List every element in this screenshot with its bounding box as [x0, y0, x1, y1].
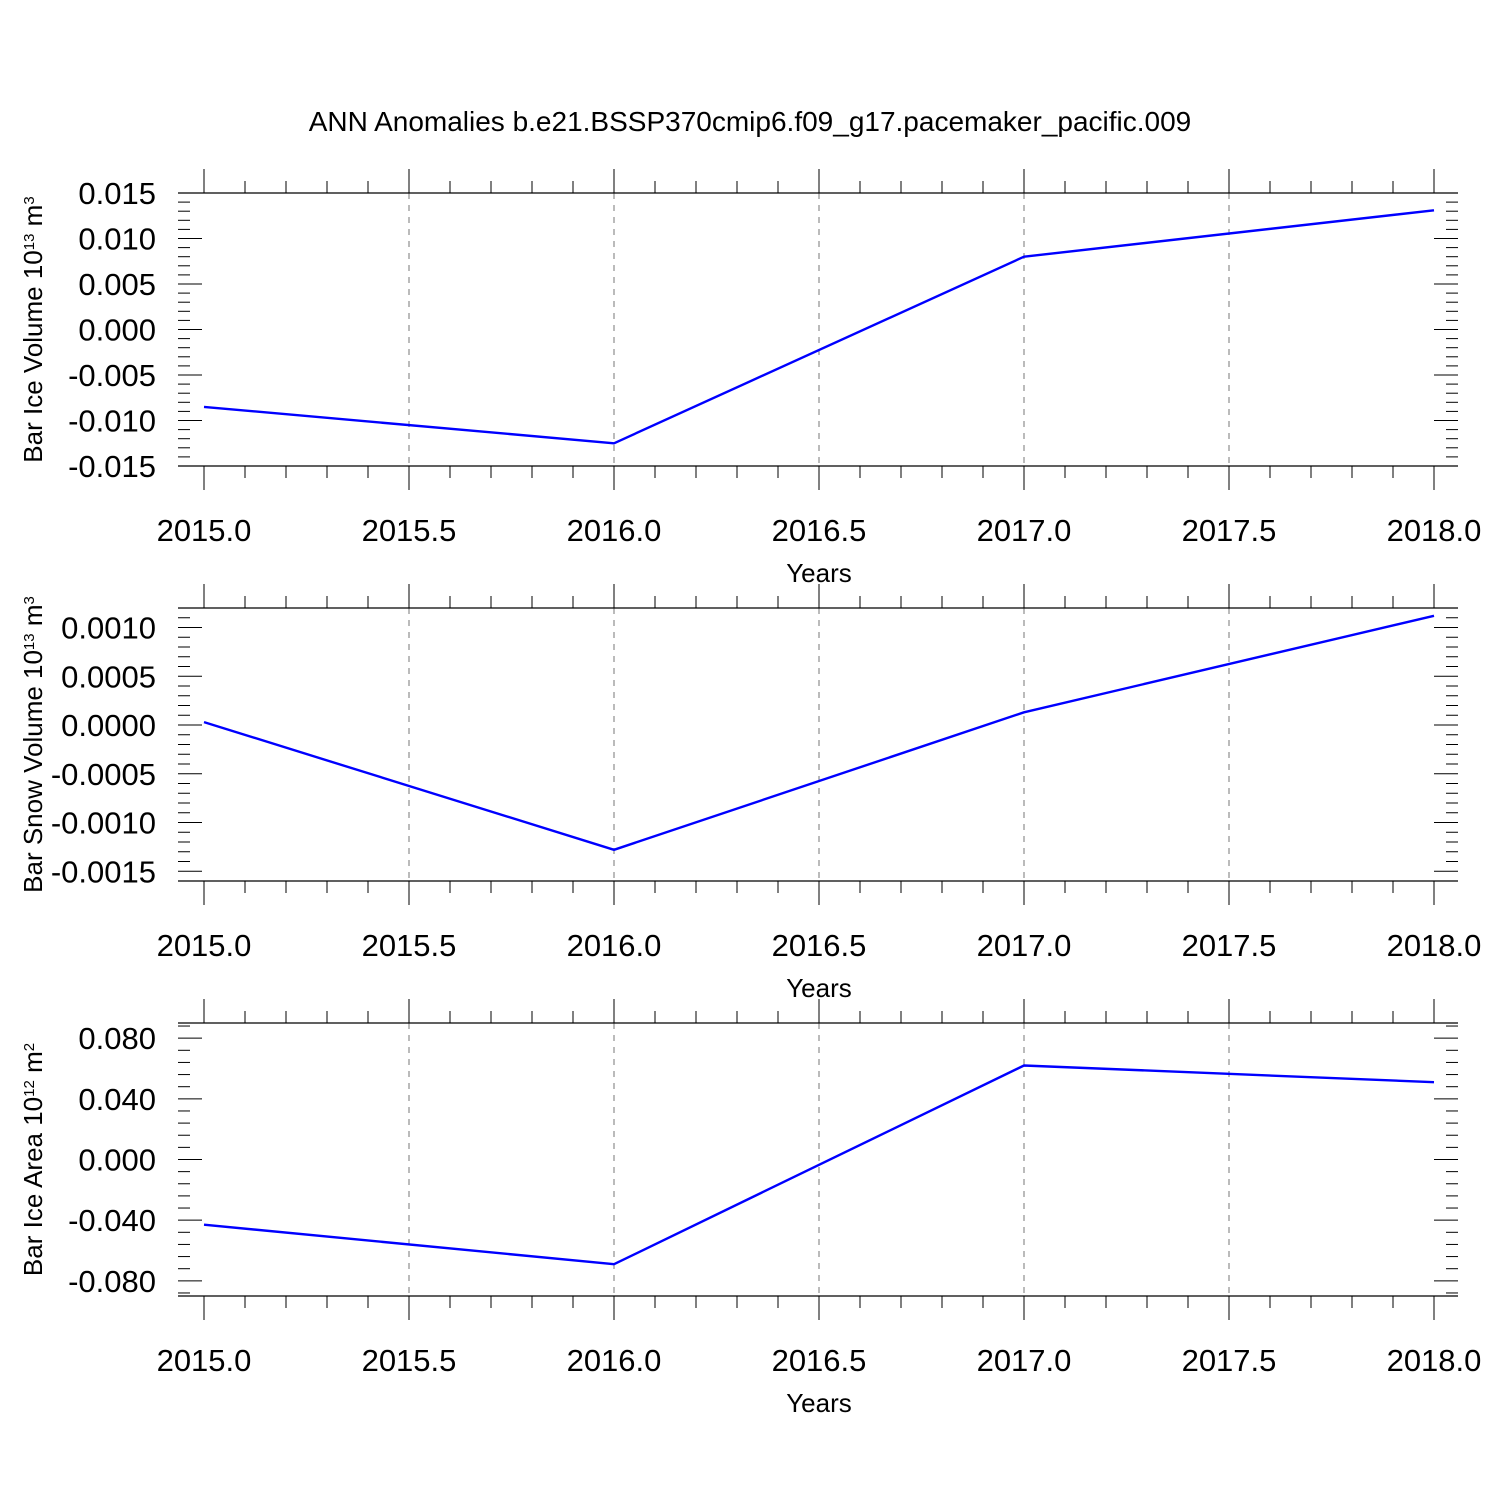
y-tick-label: -0.080 [68, 1264, 156, 1299]
x-axis-label: Years [786, 558, 852, 588]
y-tick-label: 0.015 [78, 176, 156, 211]
chart-panel-2: 2015.0 2015.5 2016.0 2016.5 2017.0 2017.5 2018… [18, 584, 1481, 1003]
y-tick-label: 0.0010 [61, 611, 156, 646]
y-tick-label: -0.005 [68, 358, 156, 393]
x-tick-label: 2016.5 [772, 928, 867, 963]
y-tick-label: 0.080 [78, 1021, 156, 1056]
figure-title: ANN Anomalies b.e21.BSSP370cmip6.f09_g17… [309, 106, 1192, 137]
series-line [203, 209, 1435, 445]
x-tick-label: 2017.5 [1182, 513, 1277, 548]
x-tick-label: 2017.5 [1182, 928, 1277, 963]
y-tick-label: 0.0000 [61, 708, 156, 743]
x-tick-label: 2016.5 [772, 513, 867, 548]
series-line [203, 1064, 1435, 1266]
y-axis-label-unit-exp: 2 [21, 1043, 38, 1051]
x-tick-label: 2015.5 [362, 928, 457, 963]
x-tick-label: 2018.0 [1387, 513, 1482, 548]
y-axis-label: Bar Ice Area 1012 m2 [18, 1043, 48, 1276]
y-axis-label-text: Bar Snow Volume 10 [18, 650, 48, 893]
y-tick-label: 0.040 [78, 1082, 156, 1117]
x-tick-label: 2015.0 [157, 1343, 252, 1378]
y-axis-label-unit: m [18, 205, 48, 234]
y-tick-label: 0.000 [78, 1143, 156, 1178]
chart-panel-1: 2015.0 2015.5 2016.0 2016.5 2017.0 2017.5 2018… [18, 169, 1481, 588]
y-axis-label-exp: 13 [21, 633, 38, 650]
x-axis-label: Years [786, 1388, 852, 1418]
y-tick-label: -0.040 [68, 1203, 156, 1238]
x-tick-label: 2017.0 [977, 1343, 1072, 1378]
x-tick-label: 2017.0 [977, 513, 1072, 548]
y-tick-label: -0.0005 [51, 757, 156, 792]
x-tick-label: 2018.0 [1387, 928, 1482, 963]
y-tick-label: -0.015 [68, 449, 156, 484]
x-tick-label: 2018.0 [1387, 1343, 1482, 1378]
y-axis-label: Bar Ice Volume 1013 m3 [18, 196, 48, 462]
y-tick-label: 0.010 [78, 222, 156, 257]
y-axis-label-unit: m [18, 1051, 48, 1080]
x-tick-label: 2015.5 [362, 513, 457, 548]
y-axis-label-text: Bar Ice Volume 10 [18, 250, 48, 462]
y-axis-label-exp: 13 [21, 234, 38, 251]
y-tick-label: 0.0005 [61, 659, 156, 694]
chart-panel-3: 2015.0 2015.5 2016.0 2016.5 2017.0 2017.5 2018… [18, 999, 1481, 1418]
x-axis-label: Years [786, 973, 852, 1003]
y-tick-label: -0.0015 [51, 854, 156, 889]
y-axis-label-unit: m [18, 604, 48, 633]
y-axis-label-exp: 12 [21, 1080, 38, 1097]
x-tick-label: 2016.0 [567, 1343, 662, 1378]
x-tick-label: 2017.5 [1182, 1343, 1277, 1378]
y-tick-label: -0.0010 [51, 806, 156, 841]
x-tick-label: 2017.0 [977, 928, 1072, 963]
y-tick-label: -0.010 [68, 404, 156, 439]
series-line [203, 614, 1435, 851]
x-tick-label: 2016.0 [567, 513, 662, 548]
y-axis-label-text: Bar Ice Area 10 [18, 1097, 48, 1276]
y-tick-label: 0.005 [78, 267, 156, 302]
y-axis-label-unit-exp: 3 [21, 196, 38, 204]
y-axis-label-unit-exp: 3 [21, 596, 38, 604]
x-tick-label: 2016.5 [772, 1343, 867, 1378]
y-tick-label: 0.000 [78, 313, 156, 348]
y-axis-label: Bar Snow Volume 1013 m3 [18, 596, 48, 893]
x-tick-label: 2015.5 [362, 1343, 457, 1378]
x-tick-label: 2016.0 [567, 928, 662, 963]
x-tick-label: 2015.0 [157, 928, 252, 963]
x-tick-label: 2015.0 [157, 513, 252, 548]
